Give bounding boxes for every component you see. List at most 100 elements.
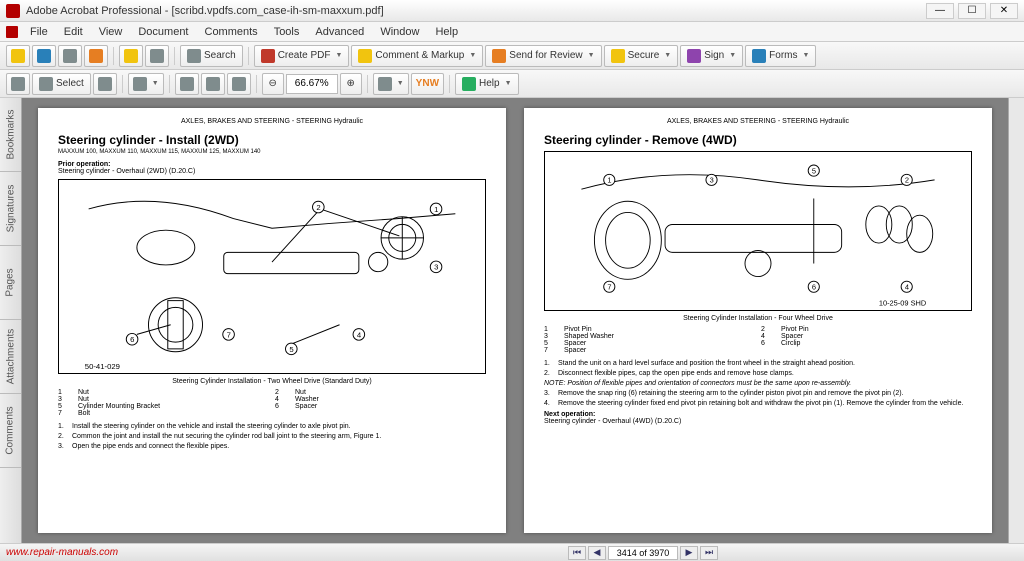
menu-advanced[interactable]: Advanced [307,24,372,40]
zoom-level-input[interactable] [286,74,338,94]
create-pdf-label: Create PDF [278,50,331,61]
secure-label: Secure [628,50,660,61]
page-title: Steering cylinder - Remove (4WD) [544,133,972,147]
note: NOTE: Position of flexible pipes and ori… [544,380,972,387]
svg-text:6: 6 [812,283,816,292]
figure-caption: Steering Cylinder Installation - Four Wh… [544,315,972,322]
sidebar-tab-signatures[interactable]: Signatures [0,172,21,246]
rotate-icon [232,77,246,91]
zoom-out-button[interactable]: ⊖ [262,73,284,95]
ynw-button[interactable]: YNW [411,73,444,95]
menu-window[interactable]: Window [372,24,427,40]
separator [367,75,368,93]
hand-tool-button[interactable] [6,73,30,95]
forms-label: Forms [769,50,797,61]
menu-tools[interactable]: Tools [266,24,308,40]
vertical-scrollbar[interactable] [1008,98,1024,543]
svg-text:3: 3 [710,176,714,185]
attach-icon [150,49,164,63]
statusbar: www.repair-manuals.com ⏮ ◀ ▶ ⏭ [0,543,1024,561]
maximize-button[interactable]: ☐ [958,3,986,19]
comment-icon [358,49,372,63]
svg-text:4: 4 [905,283,909,292]
separator [449,75,450,93]
sign-label: Sign [704,50,724,61]
parts-table-right: 1Pivot Pin2Pivot Pin 3Shaped Washer4Spac… [544,326,972,354]
menu-file[interactable]: File [22,24,56,40]
create-pdf-button[interactable]: Create PDF▼ [254,45,350,67]
forms-icon [752,49,766,63]
toolbar-main: Search Create PDF▼ Comment & Markup▼ Sen… [0,42,1024,70]
step: 2.Common the joint and install the nut s… [58,433,486,440]
separator [169,75,170,93]
select-icon [39,77,53,91]
parts-table-left: 1Nut2Nut 3Nut4Washer 5Cylinder Mounting … [58,389,486,417]
select-label: Select [56,78,84,89]
search-label: Search [204,50,236,61]
fit-page-button[interactable] [175,73,199,95]
layout-button[interactable]: ▼ [373,73,409,95]
print-icon [63,49,77,63]
menubar: File Edit View Document Comments Tools A… [0,22,1024,42]
step: 1.Install the steering cylinder on the v… [58,423,486,430]
zoom-in-icon [133,77,147,91]
fit-width-button[interactable] [201,73,225,95]
pdf-icon [261,49,275,63]
svg-text:2: 2 [905,176,909,185]
zoom-in-button[interactable]: ▼ [128,73,164,95]
secure-button[interactable]: Secure ▼ [604,45,679,67]
page-header: AXLES, BRAKES AND STEERING - STEERING Hy… [544,118,972,125]
print-button[interactable] [58,45,82,67]
svg-text:2: 2 [316,203,320,212]
workspace: Bookmarks Signatures Pages Attachments C… [0,98,1024,543]
menu-document[interactable]: Document [130,24,196,40]
figure-caption: Steering Cylinder Installation - Two Whe… [58,378,486,385]
attach-button[interactable] [145,45,169,67]
comment-markup-button[interactable]: Comment & Markup▼ [351,45,483,67]
snapshot-button[interactable] [93,73,117,95]
organizer-button[interactable] [84,45,108,67]
chevron-down-icon: ▼ [729,52,736,59]
sign-icon [687,49,701,63]
step: 2.Disconnect flexible pipes, cap the ope… [544,370,972,377]
document-area[interactable]: AXLES, BRAKES AND STEERING - STEERING Hy… [22,98,1008,543]
search-button[interactable]: Search [180,45,243,67]
sidebar-tab-comments[interactable]: Comments [0,394,21,468]
open-button[interactable] [6,45,30,67]
menu-help[interactable]: Help [427,24,466,40]
email-button[interactable] [119,45,143,67]
figure-left: 2 1 3 6 7 4 5 50-41-029 [58,179,486,374]
pdf-page-left: AXLES, BRAKES AND STEERING - STEERING Hy… [38,108,506,533]
svg-text:6: 6 [130,335,134,344]
svg-text:7: 7 [607,283,611,292]
help-label: Help [479,78,500,89]
sidebar-tab-bookmarks[interactable]: Bookmarks [0,98,21,172]
save-button[interactable] [32,45,56,67]
diagram-svg: 1 3 5 2 7 6 4 10-25-09 SHD [545,152,971,310]
zoom-in-button-2[interactable]: ⊕ [340,73,362,95]
chevron-down-icon: ▼ [664,52,671,59]
menu-comments[interactable]: Comments [197,24,266,40]
email-icon [124,49,138,63]
chevron-down-icon: ▼ [469,52,476,59]
minimize-button[interactable]: — [926,3,954,19]
help-button[interactable]: Help▼ [455,73,519,95]
send-icon [492,49,506,63]
sidebar-tab-attachments[interactable]: Attachments [0,320,21,394]
svg-text:4: 4 [357,330,362,339]
svg-text:5: 5 [289,345,293,354]
close-button[interactable]: ✕ [990,3,1018,19]
organizer-icon [89,49,103,63]
fig-ref: 10-25-09 SHD [879,298,926,307]
menu-view[interactable]: View [91,24,131,40]
separator [113,47,114,65]
send-review-button[interactable]: Send for Review▼ [485,45,601,67]
fit-width-icon [206,77,220,91]
camera-icon [98,77,112,91]
forms-button[interactable]: Forms▼ [745,45,816,67]
menu-edit[interactable]: Edit [56,24,91,40]
rotate-button[interactable] [227,73,251,95]
sign-button[interactable]: Sign ▼ [680,45,743,67]
select-tool-button[interactable]: Select [32,73,91,95]
sidebar-tab-pages[interactable]: Pages [0,246,21,320]
